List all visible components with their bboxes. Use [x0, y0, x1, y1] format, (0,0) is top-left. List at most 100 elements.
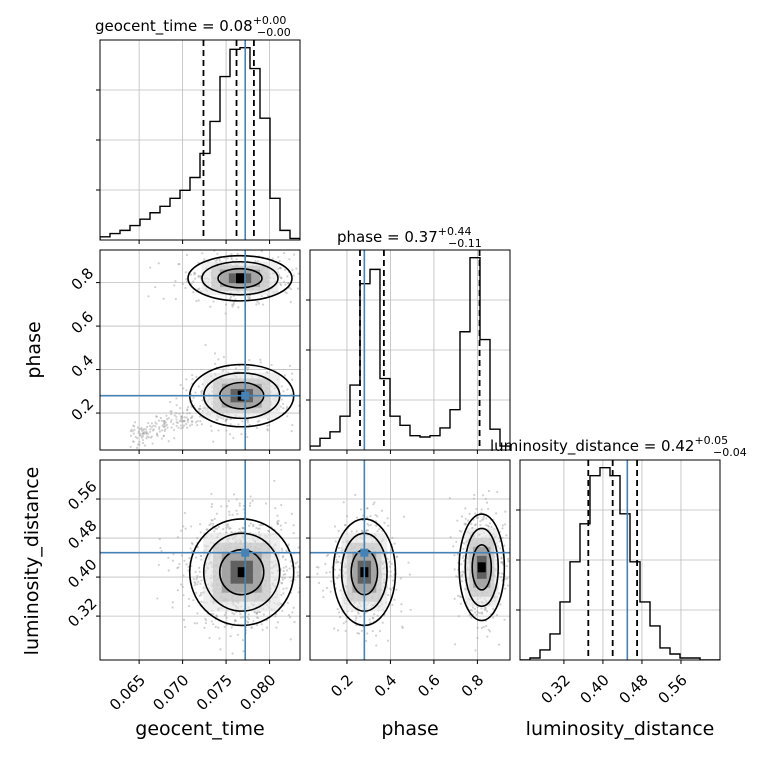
sample-point [284, 573, 287, 576]
sample-point [190, 416, 194, 419]
sample-point [151, 429, 155, 432]
sample-point [282, 280, 286, 283]
sample-point [239, 612, 242, 616]
sample-point [344, 620, 347, 623]
sample-point [197, 274, 200, 277]
sample-point [143, 427, 146, 430]
sample-point [258, 527, 261, 530]
sample-point [233, 619, 237, 623]
truth-marker-geocent_time-luminosity_distance [241, 548, 250, 557]
sample-point [170, 412, 173, 416]
sample-point [180, 529, 183, 532]
ylabel-luminosity-distance: luminosity_distance [21, 467, 43, 656]
contour-1 [201, 260, 279, 296]
xtick-label-phase-3: 0.8 [458, 671, 488, 701]
sample-point [165, 414, 168, 417]
sample-point [182, 419, 186, 423]
sample-point [296, 571, 299, 574]
sample-point [203, 626, 206, 629]
sample-point [242, 530, 245, 533]
sample-point [230, 626, 233, 629]
sample-point [280, 547, 283, 550]
sample-point [252, 619, 255, 622]
sample-point [218, 257, 221, 261]
sample-point [247, 618, 251, 621]
sample-point [137, 431, 140, 434]
sample-point [293, 620, 296, 624]
sample-point [183, 419, 186, 423]
sample-point [157, 262, 160, 265]
sample-point [197, 236, 199, 238]
sample-point [156, 434, 159, 437]
sample-point [213, 517, 216, 521]
sample-point [212, 300, 215, 303]
sample-point [297, 565, 300, 568]
sample-point [485, 501, 489, 504]
sample-point [212, 440, 215, 443]
sample-point [203, 258, 206, 261]
sample-point [479, 523, 482, 527]
sample-point [179, 418, 183, 421]
sample-point [145, 431, 148, 434]
sample-point [225, 418, 228, 422]
sample-point [157, 419, 161, 422]
sample-point [194, 556, 198, 559]
sample-point [214, 527, 217, 530]
sample-point [228, 527, 231, 530]
sample-point [235, 509, 238, 512]
sample-point [316, 572, 319, 575]
sample-point [198, 570, 201, 573]
sample-point [469, 608, 472, 612]
sample-point [180, 420, 183, 423]
sample-point [292, 253, 296, 256]
sample-point [486, 507, 490, 511]
sample-point [462, 547, 465, 551]
sample-point [483, 608, 486, 611]
sample-point [335, 558, 338, 561]
sample-point [129, 445, 132, 449]
sample-point [179, 427, 183, 430]
sample-point [228, 510, 231, 513]
sample-point [283, 577, 287, 580]
sample-point [235, 498, 238, 501]
sample-point [292, 274, 295, 277]
sample-point [383, 521, 386, 524]
sample-point [333, 525, 337, 528]
sample-point [217, 429, 220, 432]
sample-point [211, 519, 214, 522]
sample-point [209, 425, 213, 428]
sample-point [288, 567, 291, 570]
sample-point [155, 433, 159, 436]
sample-point [503, 618, 506, 621]
sample-point [476, 636, 479, 640]
sample-point [277, 255, 280, 259]
sample-point [145, 430, 148, 433]
sample-point [135, 446, 139, 449]
sample-point [380, 509, 384, 512]
sample-point [464, 523, 467, 526]
sample-point [505, 577, 509, 580]
sample-point [460, 580, 464, 583]
sample-point [149, 428, 152, 431]
sample-point [194, 277, 197, 280]
sample-point [279, 267, 282, 270]
sample-point [195, 578, 198, 581]
sample-point [401, 625, 404, 628]
sample-point [473, 607, 477, 611]
sample-point [192, 291, 195, 294]
sample-point [219, 648, 222, 651]
sample-point [175, 415, 178, 418]
sample-point [281, 556, 284, 559]
sample-point [222, 356, 226, 359]
sample-point [192, 396, 195, 399]
sample-point [164, 424, 167, 428]
sample-point [184, 625, 187, 629]
sample-point [196, 537, 199, 540]
sample-point [282, 407, 285, 410]
sample-point [250, 626, 253, 629]
sample-point [180, 416, 183, 419]
sample-point [186, 408, 189, 411]
sample-point [400, 610, 403, 613]
sample-point [181, 416, 184, 419]
sample-point [257, 616, 260, 620]
